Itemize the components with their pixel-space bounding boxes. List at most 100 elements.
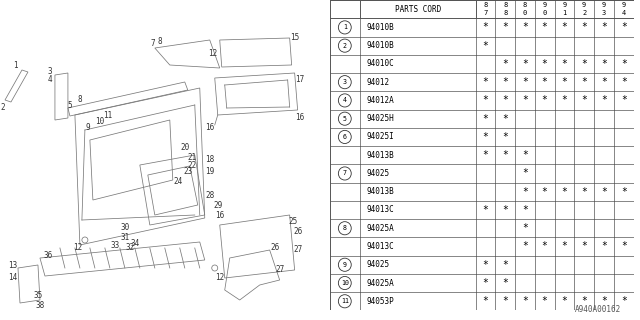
Text: *: * [522,205,528,215]
Text: *: * [541,77,548,87]
Text: 9: 9 [563,2,566,8]
Text: *: * [502,150,508,160]
Text: 18: 18 [205,156,214,164]
Text: *: * [502,278,508,288]
Text: *: * [561,187,568,197]
Text: 34: 34 [130,238,140,247]
Text: *: * [561,22,568,32]
Text: 11: 11 [103,110,113,119]
Text: *: * [522,150,528,160]
Text: 8: 8 [343,225,347,231]
Text: 19: 19 [205,167,214,177]
Text: *: * [483,132,488,142]
Text: 4: 4 [621,10,626,16]
Text: 16: 16 [215,211,225,220]
Text: 5: 5 [68,100,72,109]
Text: *: * [621,22,627,32]
Text: 8: 8 [483,2,488,8]
Text: 8: 8 [523,2,527,8]
Text: 9: 9 [343,262,347,268]
Text: 27: 27 [275,266,284,275]
Text: *: * [502,114,508,124]
Text: 94012: 94012 [366,78,389,87]
Text: 94013C: 94013C [366,205,394,214]
Text: 3: 3 [343,79,347,85]
Text: *: * [601,95,607,105]
Text: *: * [502,59,508,69]
Text: *: * [541,22,548,32]
Text: *: * [601,187,607,197]
Text: *: * [581,296,587,306]
Text: 9: 9 [582,2,586,8]
Text: 1: 1 [13,60,17,69]
Text: *: * [483,95,488,105]
Text: *: * [502,22,508,32]
Text: 23: 23 [183,167,193,177]
Text: 2: 2 [343,43,347,49]
Text: 22: 22 [187,161,196,170]
Text: 94012A: 94012A [366,96,394,105]
Text: 10: 10 [341,280,349,286]
Text: *: * [621,242,627,252]
Text: *: * [522,296,528,306]
Text: 31: 31 [120,234,129,243]
Text: 2: 2 [582,10,586,16]
Text: *: * [522,95,528,105]
Text: *: * [483,114,488,124]
Text: *: * [483,150,488,160]
Text: *: * [541,187,548,197]
Text: 24: 24 [173,178,182,187]
Text: *: * [581,77,587,87]
Text: *: * [483,296,488,306]
Text: 1: 1 [563,10,566,16]
Text: 2: 2 [1,103,5,113]
Text: 20: 20 [180,143,189,153]
Text: 94010C: 94010C [366,60,394,68]
Text: 17: 17 [295,76,304,84]
Text: 7: 7 [343,171,347,176]
Text: *: * [581,187,587,197]
Text: *: * [502,260,508,270]
Text: *: * [541,296,548,306]
Text: *: * [601,59,607,69]
Text: 94013C: 94013C [366,242,394,251]
Text: *: * [541,242,548,252]
Text: 30: 30 [120,223,129,233]
Text: 94025: 94025 [366,260,389,269]
Text: 3: 3 [47,68,52,76]
Text: *: * [561,296,568,306]
Text: 12: 12 [208,49,218,58]
Text: 1: 1 [343,24,347,30]
Text: 14: 14 [8,274,18,283]
Text: *: * [581,95,587,105]
Text: 9: 9 [86,123,90,132]
Text: *: * [621,296,627,306]
Text: *: * [581,22,587,32]
Text: *: * [502,132,508,142]
Text: 4: 4 [47,76,52,84]
Text: *: * [561,77,568,87]
Text: 8: 8 [157,37,162,46]
Text: 28: 28 [205,190,214,199]
Text: *: * [483,260,488,270]
Text: *: * [522,77,528,87]
Text: *: * [601,242,607,252]
Text: 12: 12 [74,244,83,252]
Text: 35: 35 [33,291,43,300]
Text: 33: 33 [110,241,120,250]
Text: 94025: 94025 [366,169,389,178]
Text: 94013B: 94013B [366,151,394,160]
Text: 8: 8 [503,10,508,16]
Text: 94025A: 94025A [366,224,394,233]
Text: 29: 29 [213,201,222,210]
Text: *: * [502,296,508,306]
Text: 26: 26 [293,228,302,236]
Text: 16: 16 [295,114,304,123]
Text: 13: 13 [8,260,18,269]
Text: *: * [621,59,627,69]
Text: 8: 8 [503,2,508,8]
Text: *: * [483,77,488,87]
Text: 9: 9 [543,2,547,8]
Text: *: * [541,59,548,69]
Text: A940A00162: A940A00162 [575,305,621,314]
